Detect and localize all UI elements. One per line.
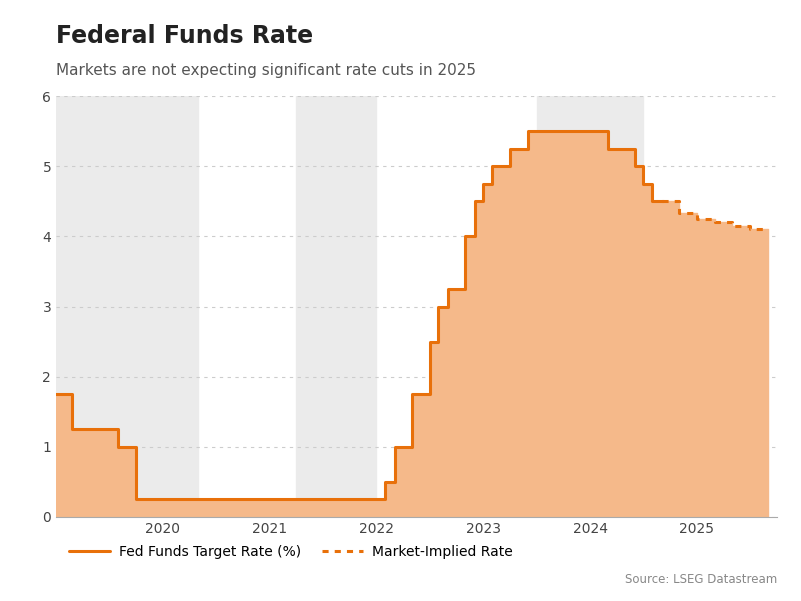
Bar xyxy=(296,96,376,517)
Bar xyxy=(537,96,643,517)
Text: Markets are not expecting significant rate cuts in 2025: Markets are not expecting significant ra… xyxy=(56,63,476,78)
Text: Federal Funds Rate: Federal Funds Rate xyxy=(56,24,313,48)
Legend: Fed Funds Target Rate (%), Market-Implied Rate: Fed Funds Target Rate (%), Market-Implie… xyxy=(63,540,517,564)
Text: Source: LSEG Datastream: Source: LSEG Datastream xyxy=(625,573,777,586)
Bar xyxy=(56,96,198,517)
